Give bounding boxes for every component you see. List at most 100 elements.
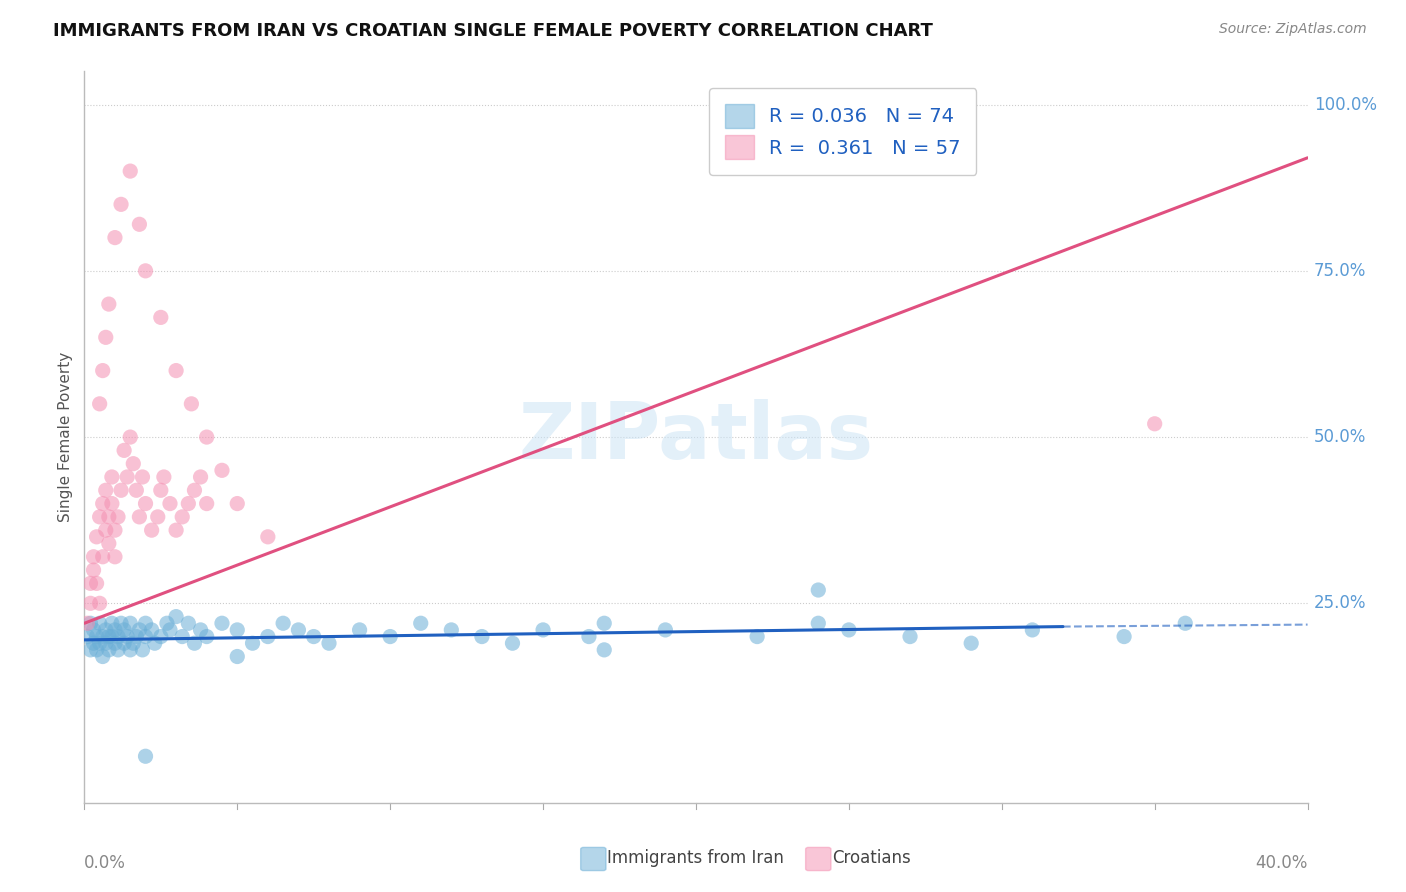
Text: 25.0%: 25.0% — [1313, 594, 1367, 612]
Point — [318, 636, 340, 650]
Point — [86, 576, 108, 591]
Point — [97, 509, 120, 524]
Point — [159, 623, 181, 637]
Point — [125, 630, 148, 644]
Point — [104, 230, 127, 244]
Point — [104, 623, 127, 637]
Point — [190, 470, 212, 484]
Point — [79, 576, 101, 591]
Point — [104, 549, 127, 564]
Text: 40.0%: 40.0% — [1256, 854, 1308, 872]
Point — [97, 643, 120, 657]
Point — [83, 636, 105, 650]
Point — [242, 636, 264, 650]
Point — [101, 630, 124, 644]
Point — [190, 623, 212, 637]
Point — [76, 630, 98, 644]
Point — [97, 297, 120, 311]
Point — [76, 616, 98, 631]
Point — [471, 630, 494, 644]
Text: Immigrants from Iran: Immigrants from Iran — [607, 849, 785, 867]
Point — [226, 497, 249, 511]
Point — [104, 636, 127, 650]
Legend: R = 0.036   N = 74, R =  0.361   N = 57: R = 0.036 N = 74, R = 0.361 N = 57 — [709, 88, 976, 175]
Point — [110, 197, 132, 211]
Point — [135, 264, 157, 278]
Point — [146, 509, 169, 524]
Point — [101, 497, 124, 511]
Point — [128, 217, 150, 231]
Point — [128, 623, 150, 637]
Point — [94, 623, 117, 637]
Point — [94, 523, 117, 537]
Text: 100.0%: 100.0% — [1313, 95, 1376, 113]
Point — [122, 457, 145, 471]
Point — [125, 483, 148, 498]
Point — [112, 443, 135, 458]
Point — [153, 470, 176, 484]
Point — [120, 643, 142, 657]
Point — [159, 497, 181, 511]
Point — [94, 483, 117, 498]
Point — [149, 483, 172, 498]
Point — [143, 636, 166, 650]
Point — [156, 616, 179, 631]
Point — [107, 509, 129, 524]
Point — [89, 397, 111, 411]
Point — [838, 623, 860, 637]
Point — [120, 616, 142, 631]
Point — [89, 616, 111, 631]
Point — [110, 616, 132, 631]
Point — [135, 630, 157, 644]
Point — [89, 636, 111, 650]
Point — [94, 636, 117, 650]
Point — [101, 470, 124, 484]
Point — [141, 623, 163, 637]
Point — [531, 623, 554, 637]
Point — [177, 497, 200, 511]
Point — [165, 609, 187, 624]
Point — [1114, 630, 1136, 644]
Point — [183, 636, 205, 650]
Point — [1174, 616, 1197, 631]
Point — [107, 630, 129, 644]
Point — [380, 630, 402, 644]
Text: Source: ZipAtlas.com: Source: ZipAtlas.com — [1219, 22, 1367, 37]
Point — [165, 363, 187, 377]
Point — [97, 630, 120, 644]
Point — [120, 164, 142, 178]
Y-axis label: Single Female Poverty: Single Female Poverty — [58, 352, 73, 522]
Point — [271, 616, 294, 631]
Point — [149, 630, 172, 644]
Point — [97, 536, 120, 550]
Point — [135, 616, 157, 631]
Point — [104, 523, 127, 537]
Point — [257, 630, 280, 644]
Point — [183, 483, 205, 498]
Text: IMMIGRANTS FROM IRAN VS CROATIAN SINGLE FEMALE POVERTY CORRELATION CHART: IMMIGRANTS FROM IRAN VS CROATIAN SINGLE … — [53, 22, 934, 40]
Point — [83, 549, 105, 564]
Text: 50.0%: 50.0% — [1313, 428, 1367, 446]
Point — [440, 623, 463, 637]
Point — [149, 310, 172, 325]
Point — [195, 497, 218, 511]
Point — [747, 630, 769, 644]
Point — [89, 509, 111, 524]
Point — [128, 509, 150, 524]
Point — [502, 636, 524, 650]
Point — [960, 636, 983, 650]
Point — [593, 643, 616, 657]
Point — [94, 330, 117, 344]
Point — [349, 623, 371, 637]
Point — [79, 596, 101, 610]
Point — [195, 430, 218, 444]
Point — [1143, 417, 1166, 431]
Point — [1021, 623, 1043, 637]
Point — [135, 749, 157, 764]
Point — [807, 616, 830, 631]
Point — [141, 523, 163, 537]
Point — [91, 549, 114, 564]
Point — [898, 630, 921, 644]
Text: Croatians: Croatians — [832, 849, 911, 867]
Point — [226, 623, 249, 637]
